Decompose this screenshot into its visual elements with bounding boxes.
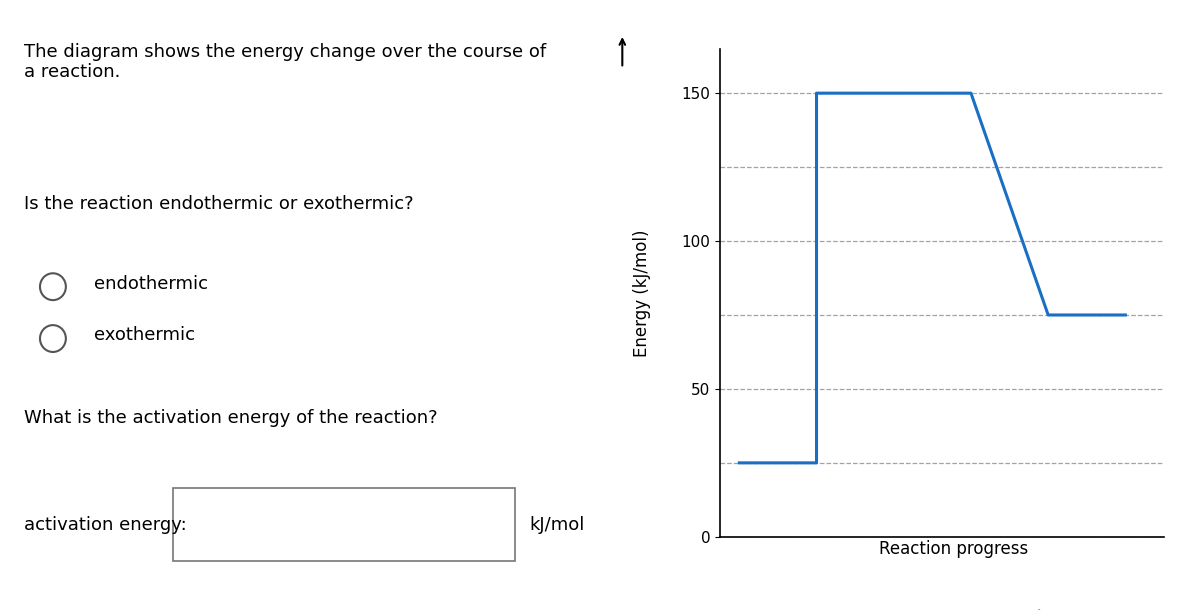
Text: activation energy:: activation energy:: [24, 515, 186, 534]
Text: exothermic: exothermic: [94, 326, 196, 345]
Text: kJ/mol: kJ/mol: [529, 515, 584, 534]
Text: The diagram shows the energy change over the course of
a reaction.: The diagram shows the energy change over…: [24, 43, 546, 82]
Text: Energy (kJ/mol): Energy (kJ/mol): [634, 229, 650, 357]
Text: Is the reaction endothermic or exothermic?: Is the reaction endothermic or exothermi…: [24, 195, 413, 214]
Text: endothermic: endothermic: [94, 274, 208, 293]
FancyBboxPatch shape: [174, 488, 515, 561]
Text: Reaction progress: Reaction progress: [880, 540, 1028, 558]
Text: What is the activation energy of the reaction?: What is the activation energy of the rea…: [24, 409, 437, 427]
